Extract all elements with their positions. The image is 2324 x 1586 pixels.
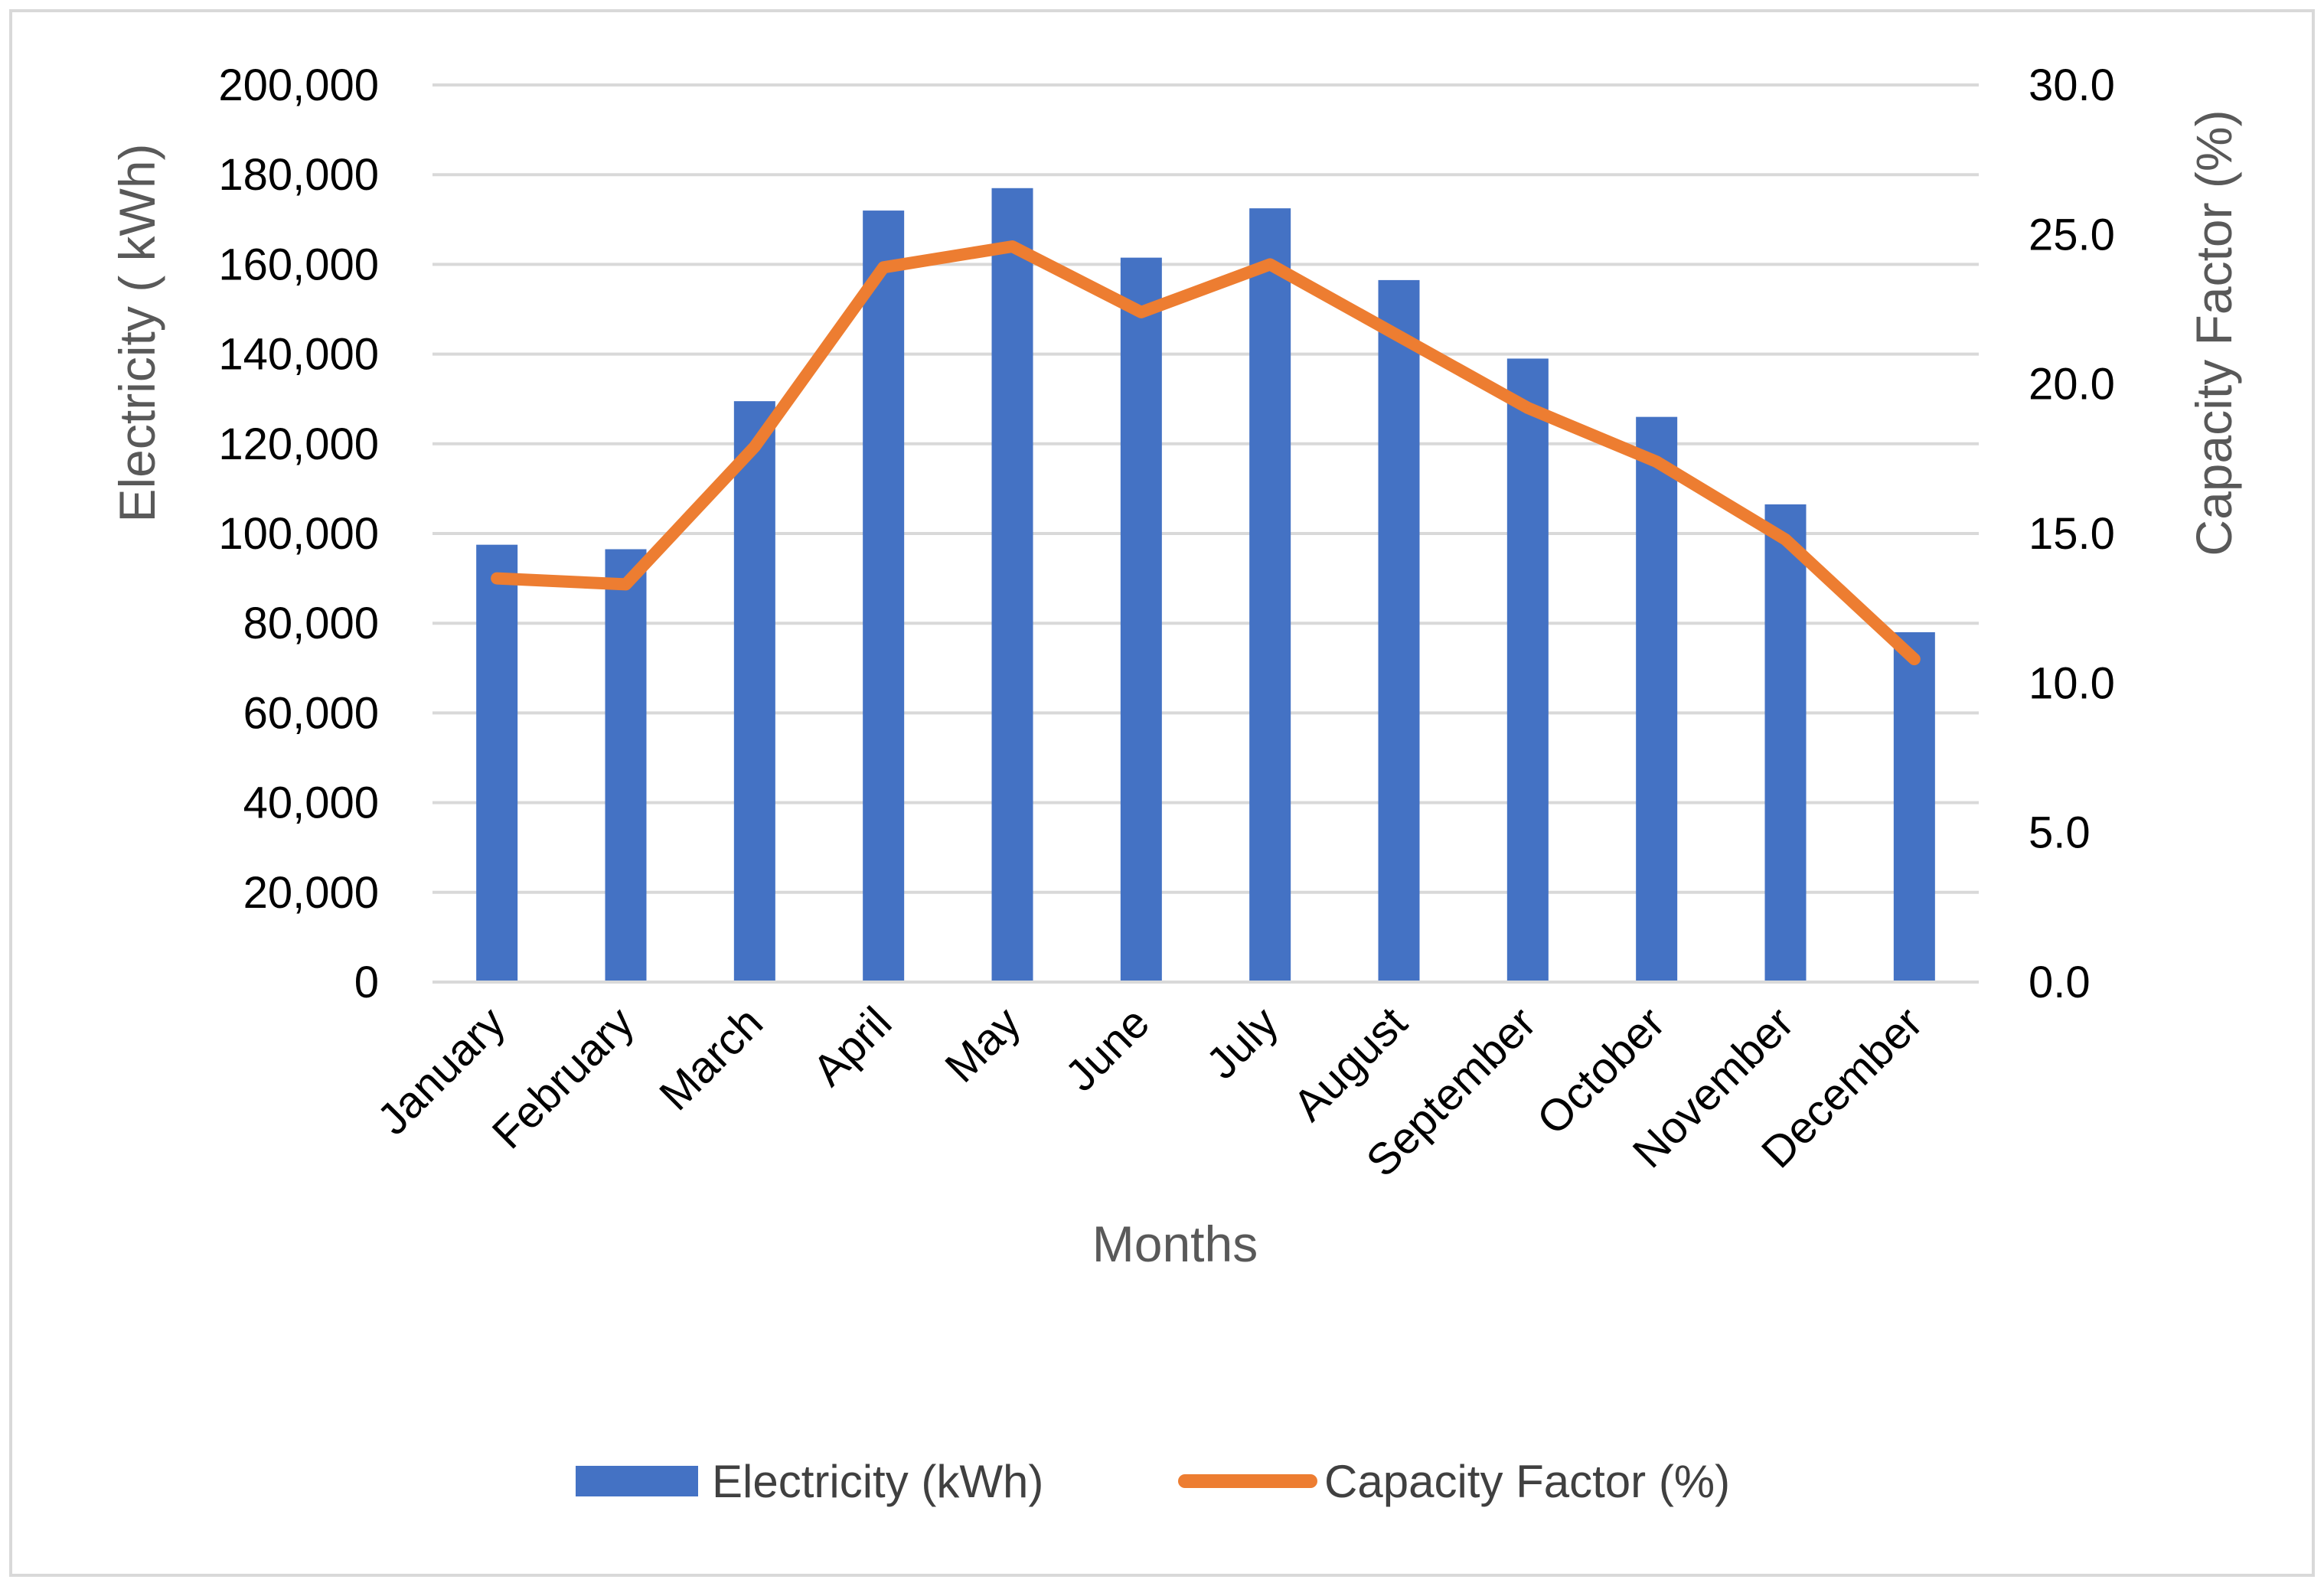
gridlines (432, 83, 1979, 984)
bar-november (1764, 504, 1807, 982)
x-axis-title: Months (1092, 1216, 1258, 1272)
line-point-april (883, 266, 885, 269)
y-axis-right: 0.0 5.0 10.0 15.0 20.0 25.0 30.0 (2029, 60, 2115, 1007)
legend: Electricity (kWh) Capacity Factor (%) (576, 1456, 1730, 1507)
legend-label-capacity-factor: Capacity Factor (%) (1324, 1456, 1730, 1507)
y-tick-label: 200,000 (218, 60, 379, 110)
line-point-september (1526, 406, 1529, 409)
y2-tick-label: 10.0 (2029, 658, 2115, 708)
x-tick-label: May (935, 997, 1030, 1092)
bar-august (1378, 279, 1420, 982)
y2-axis-title: Capacity Factor (%) (2185, 109, 2242, 556)
y2-tick-label: 20.0 (2029, 360, 2115, 410)
x-tick-label: April (803, 997, 901, 1095)
line-point-july (1269, 263, 1271, 266)
legend-swatch-electricity (576, 1466, 698, 1496)
y-tick-label: 160,000 (218, 240, 379, 289)
bar-october (1636, 416, 1678, 982)
bar-july (1249, 208, 1291, 982)
bar-january (476, 544, 518, 982)
legend-label-electricity: Electricity (kWh) (712, 1456, 1043, 1507)
line-point-august (1398, 335, 1400, 338)
line-point-february (625, 583, 627, 586)
bar-may (991, 188, 1033, 982)
x-tick-label: July (1196, 997, 1288, 1088)
y-tick-label: 180,000 (218, 150, 379, 200)
y-tick-label: 100,000 (218, 509, 379, 559)
y-tick-label: 140,000 (218, 330, 379, 380)
line-point-october (1656, 461, 1658, 463)
y-tick-label: 20,000 (243, 868, 379, 918)
y-axis-title: Electricity ( kWh) (109, 144, 165, 523)
bar-february (605, 549, 647, 982)
y-tick-label: 40,000 (243, 778, 379, 828)
line-point-june (1140, 311, 1142, 313)
bar-march (733, 401, 775, 982)
capacity-factor-line (491, 240, 1921, 666)
y2-tick-label: 5.0 (2029, 808, 2091, 858)
y-axis-left: 0 20,000 40,000 60,000 80,000 100,000 120,000 1… (218, 60, 379, 1007)
x-tick-label: February (483, 997, 644, 1158)
line-series (491, 240, 1921, 666)
y-tick-label: 0 (354, 958, 379, 1007)
line-point-december (1913, 658, 1915, 661)
y2-tick-label: 0.0 (2029, 958, 2091, 1007)
bar-september (1506, 358, 1549, 983)
y2-tick-label: 30.0 (2029, 60, 2115, 110)
bar-june (1120, 257, 1162, 982)
bar-december (1893, 631, 1935, 982)
line-point-november (1784, 538, 1787, 540)
bar-series (476, 188, 1935, 983)
y-tick-label: 120,000 (218, 419, 379, 469)
y2-tick-label: 25.0 (2029, 210, 2115, 259)
line-point-march (753, 445, 756, 448)
x-tick-label: March (650, 997, 772, 1120)
y2-tick-label: 15.0 (2029, 509, 2115, 559)
x-tick-label: June (1056, 997, 1159, 1101)
bar-april (863, 210, 905, 983)
y-tick-label: 60,000 (243, 688, 379, 738)
line-point-january (496, 577, 498, 579)
y-tick-label: 80,000 (243, 599, 379, 648)
line-point-may (1011, 245, 1013, 247)
